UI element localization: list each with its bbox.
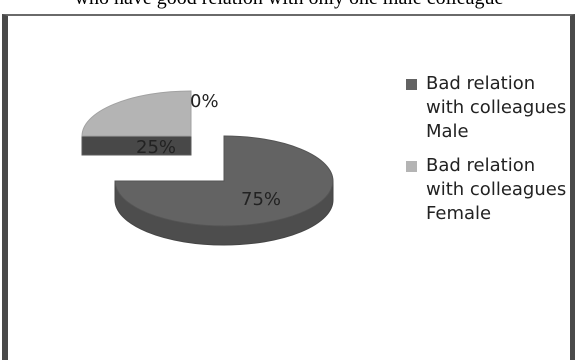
pie-slices (81, 90, 334, 246)
chart-caption: who have good relation with only one mal… (0, 0, 578, 10)
slice-male (114, 135, 334, 227)
slice-female (81, 90, 192, 137)
data-label-zero: 0% (190, 91, 219, 112)
data-label-male: 75% (241, 189, 281, 210)
legend-item-female: Bad relation with colleagues Female (404, 154, 574, 226)
legend-label-female: Bad relation with colleagues Female (426, 155, 567, 224)
legend-swatch-female (406, 161, 417, 172)
data-label-female: 25% (136, 137, 176, 158)
legend-item-male: Bad relation with colleagues Male (404, 72, 574, 144)
legend-label-male: Bad relation with colleagues Male (426, 73, 567, 142)
chart-legend: Bad relation with colleagues Male Bad re… (404, 72, 574, 236)
chart-frame (2, 14, 575, 360)
legend-swatch-male (406, 79, 417, 90)
